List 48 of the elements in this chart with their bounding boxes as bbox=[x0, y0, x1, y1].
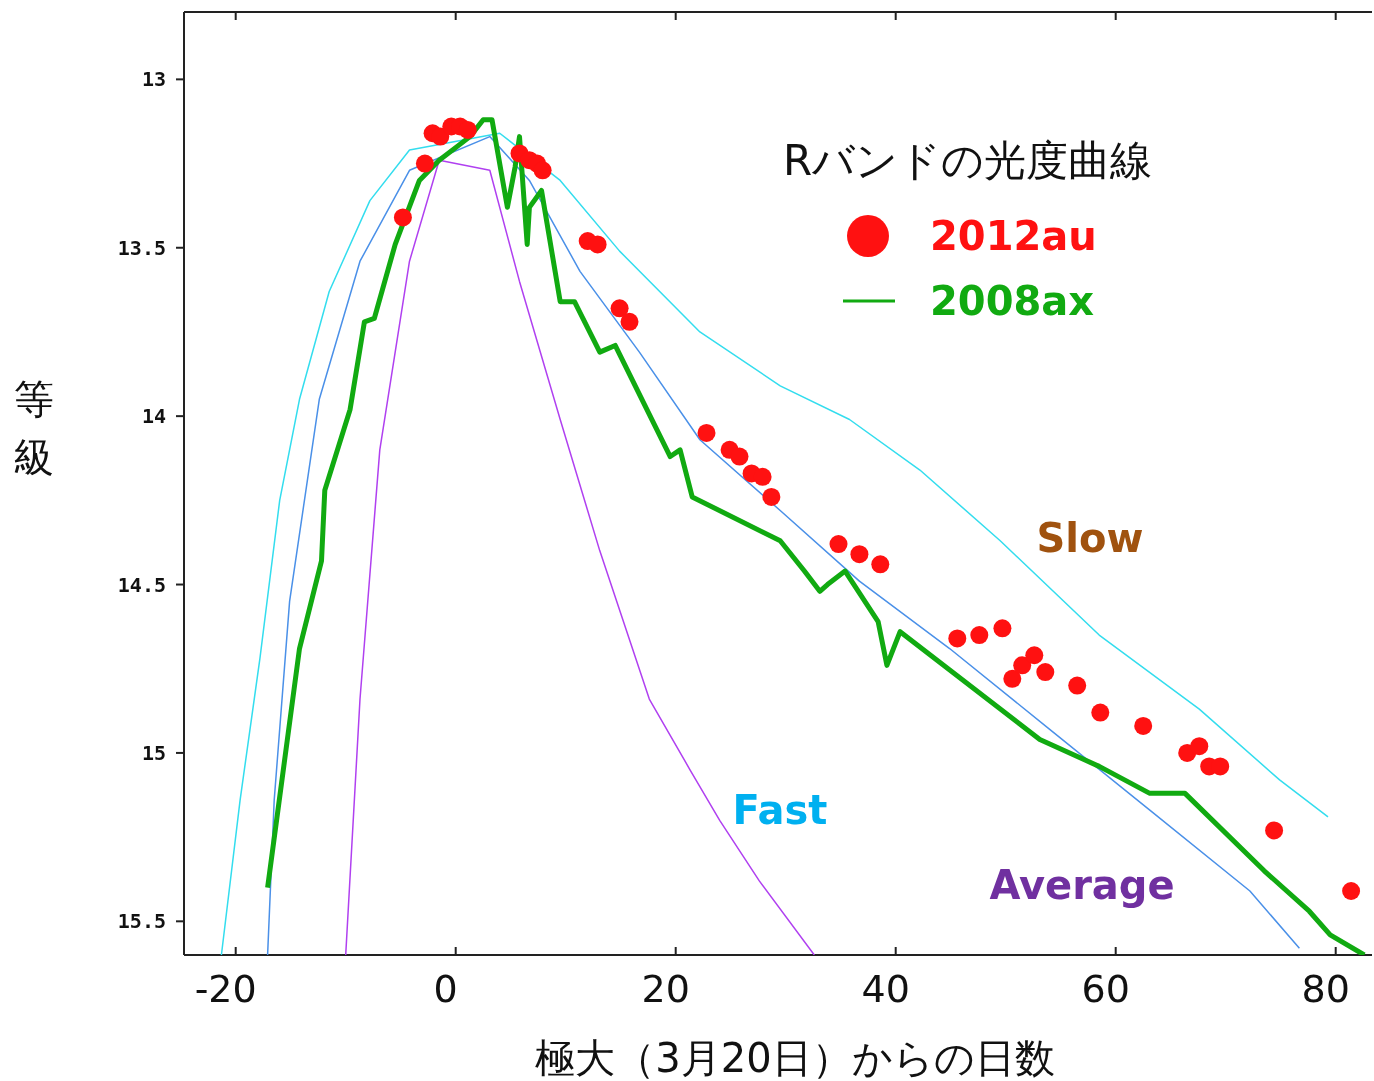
point bbox=[458, 120, 477, 139]
point bbox=[697, 423, 716, 442]
point bbox=[393, 208, 412, 227]
point bbox=[1068, 676, 1087, 695]
point bbox=[1265, 821, 1284, 840]
point bbox=[829, 535, 848, 554]
point bbox=[970, 626, 989, 645]
x-tick-label: 80 bbox=[1301, 967, 1350, 1011]
point bbox=[620, 312, 639, 331]
legend-title: Rバンドの光度曲線 bbox=[783, 136, 1153, 185]
x-tick-label: 20 bbox=[641, 967, 690, 1011]
point bbox=[762, 487, 781, 506]
point bbox=[730, 447, 749, 466]
annotation: Average bbox=[989, 862, 1175, 908]
annotation: Fast bbox=[732, 787, 828, 833]
y-tick-label: 15.5 bbox=[117, 909, 166, 934]
x-tick-label: 60 bbox=[1081, 967, 1130, 1011]
y-axis-title: 等級 bbox=[14, 376, 54, 480]
point bbox=[1003, 669, 1022, 688]
y-tick-label: 14 bbox=[141, 404, 166, 429]
x-tick-label: -20 bbox=[194, 967, 257, 1011]
point bbox=[1190, 737, 1209, 756]
x-tick-label: 0 bbox=[433, 967, 458, 1011]
point bbox=[850, 545, 869, 564]
y-tick-label: 13 bbox=[141, 67, 166, 92]
point bbox=[533, 161, 552, 180]
point bbox=[993, 619, 1012, 638]
point bbox=[1091, 703, 1110, 722]
point bbox=[1036, 663, 1055, 682]
y-tick-label: 15 bbox=[141, 740, 166, 765]
point bbox=[588, 235, 607, 254]
point bbox=[1013, 656, 1032, 675]
point bbox=[1342, 882, 1361, 901]
point bbox=[610, 299, 629, 318]
x-tick-label: 40 bbox=[861, 967, 910, 1011]
point bbox=[415, 154, 434, 173]
legend-label: 2012au bbox=[930, 213, 1097, 259]
point bbox=[1134, 716, 1153, 735]
point bbox=[871, 555, 890, 574]
point bbox=[753, 467, 772, 486]
y-tick-label: 13.5 bbox=[117, 235, 166, 260]
point bbox=[431, 127, 450, 146]
point bbox=[1025, 646, 1044, 665]
point bbox=[948, 629, 967, 648]
annotation: Slow bbox=[1036, 515, 1144, 561]
legend-label: 2008ax bbox=[930, 278, 1095, 324]
y-tick-label: 14.5 bbox=[117, 572, 166, 597]
x-axis-title: 極大（3月20日）からの日数 bbox=[535, 1035, 1055, 1081]
